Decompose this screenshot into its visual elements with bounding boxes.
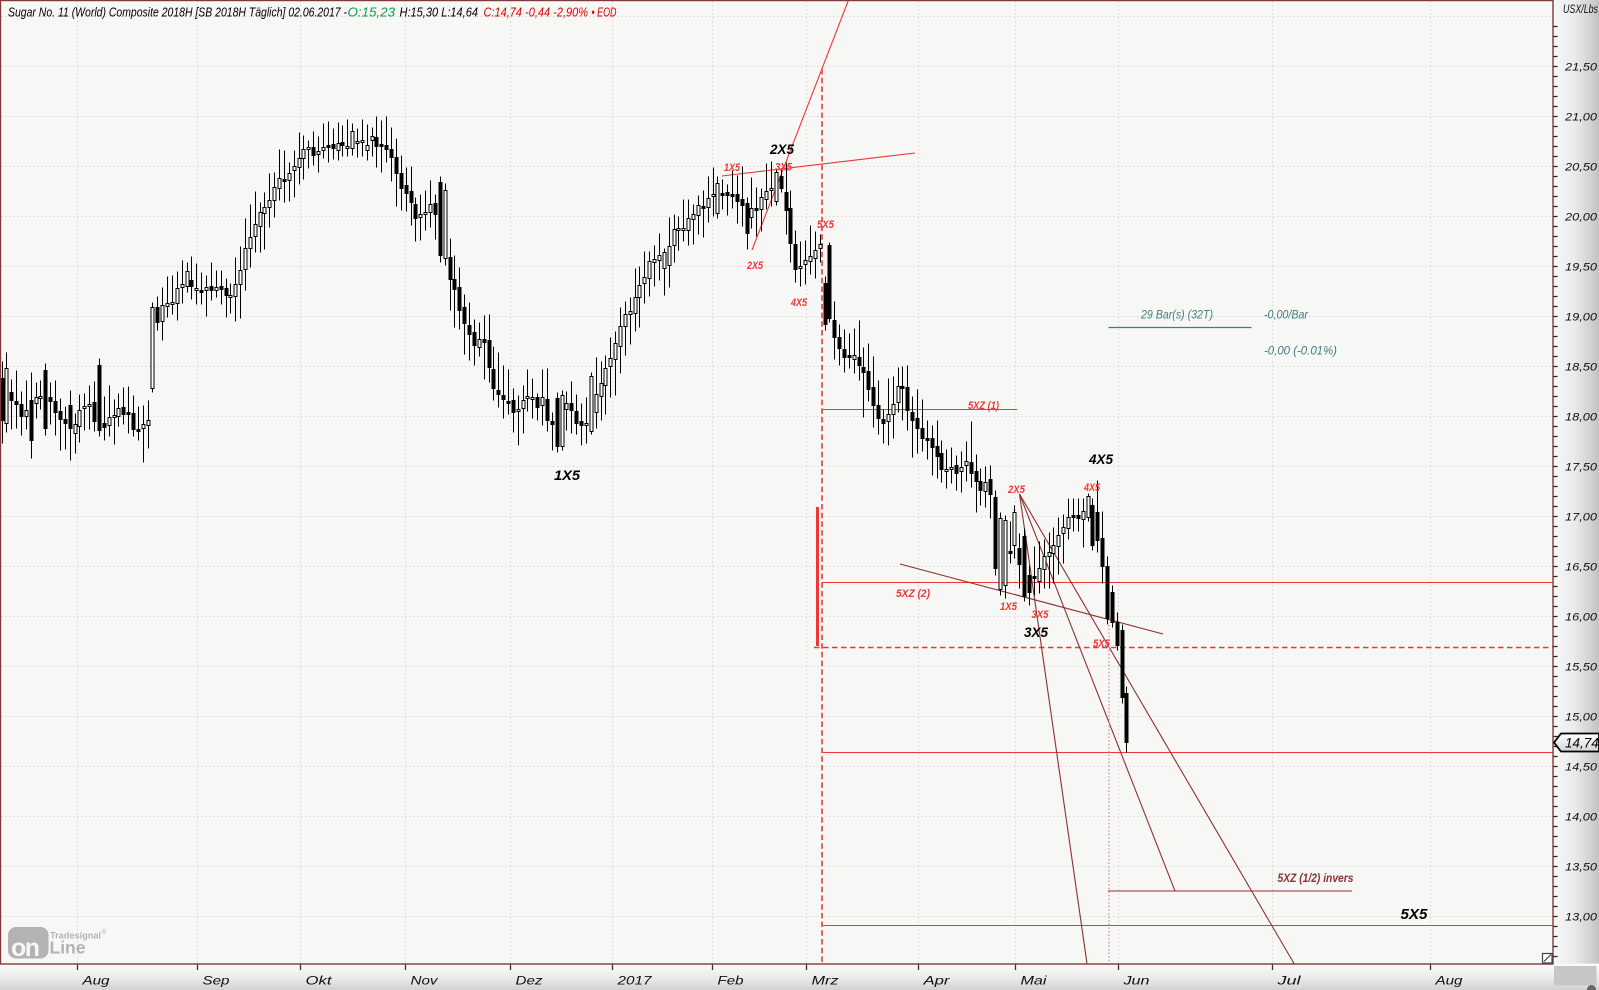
svg-text:1X5: 1X5: [724, 162, 741, 174]
svg-text:2X5: 2X5: [769, 142, 794, 157]
svg-text:2X5: 2X5: [1007, 484, 1026, 496]
svg-text:14,50: 14,50: [1565, 762, 1598, 774]
svg-text:14,74: 14,74: [1565, 736, 1599, 751]
svg-text:14,00: 14,00: [1565, 812, 1598, 824]
svg-text:Apr: Apr: [922, 974, 951, 988]
svg-text:-0,00/Bar: -0,00/Bar: [1264, 308, 1309, 322]
svg-text:1X5: 1X5: [554, 468, 581, 483]
svg-text:5XZ (1): 5XZ (1): [968, 400, 999, 412]
svg-text:3X5: 3X5: [1032, 609, 1050, 621]
svg-text:18,00: 18,00: [1565, 412, 1598, 424]
svg-text:13,00: 13,00: [1565, 912, 1598, 924]
svg-text:Nov: Nov: [411, 974, 439, 988]
svg-text:Jul: Jul: [1276, 974, 1302, 988]
svg-text:3X5: 3X5: [775, 162, 793, 174]
svg-text:Tradesignal: Tradesignal: [50, 931, 101, 942]
svg-text:21,50: 21,50: [1564, 62, 1598, 74]
svg-text:Jun: Jun: [1122, 974, 1150, 988]
svg-text:Sugar No. 11 (World) Composite: Sugar No. 11 (World) Composite 2018H [SB…: [8, 5, 348, 20]
svg-text:13,50: 13,50: [1565, 862, 1598, 874]
svg-text:Aug: Aug: [1434, 974, 1462, 988]
svg-text:®: ®: [102, 928, 107, 936]
svg-text:5XZ (1/2) invers: 5XZ (1/2) invers: [1278, 873, 1354, 885]
svg-text:Okt: Okt: [306, 974, 333, 988]
svg-text:19,00: 19,00: [1565, 312, 1598, 324]
svg-text:20,50: 20,50: [1564, 162, 1598, 174]
svg-text:16,00: 16,00: [1565, 612, 1598, 624]
svg-text:Mrz: Mrz: [812, 974, 839, 988]
svg-text:5X5: 5X5: [1093, 638, 1111, 650]
svg-text:USX/Lbs: USX/Lbs: [1563, 4, 1598, 16]
svg-text:5XZ (2): 5XZ (2): [896, 588, 930, 600]
svg-text:18,50: 18,50: [1565, 362, 1598, 374]
svg-text:21,00: 21,00: [1564, 112, 1598, 124]
svg-text:2X5: 2X5: [746, 260, 764, 272]
svg-text:29 Bar(s) (32T): 29 Bar(s) (32T): [1140, 308, 1213, 322]
svg-text:Line: Line: [50, 938, 86, 958]
svg-text:4X5: 4X5: [790, 297, 808, 309]
svg-text:16,50: 16,50: [1565, 562, 1598, 574]
svg-text:17,50: 17,50: [1565, 462, 1598, 474]
svg-text:Mai: Mai: [1021, 974, 1049, 988]
svg-text:4X5: 4X5: [1088, 452, 1113, 467]
svg-text:Feb: Feb: [718, 974, 744, 988]
svg-text:19,50: 19,50: [1565, 262, 1598, 274]
svg-text:15,00: 15,00: [1565, 712, 1598, 724]
svg-text:• EOD: • EOD: [592, 5, 617, 20]
svg-text:20,00: 20,00: [1564, 212, 1598, 224]
svg-text:-0,00 (-0.01%): -0,00 (-0.01%): [1264, 344, 1337, 358]
svg-text:O:15,23: O:15,23: [348, 5, 396, 20]
svg-text:2017: 2017: [616, 974, 653, 988]
svg-text:5X5: 5X5: [1401, 906, 1429, 923]
svg-text:on: on: [11, 934, 39, 962]
svg-text:Sep: Sep: [203, 974, 230, 988]
svg-text:4X5: 4X5: [1083, 482, 1101, 494]
svg-text:3X5: 3X5: [1024, 625, 1048, 640]
svg-text:Dez: Dez: [516, 974, 543, 988]
svg-text:C:14,74 -0,44 -2,90%: C:14,74 -0,44 -2,90%: [484, 5, 589, 20]
svg-text:Aug: Aug: [81, 974, 109, 988]
svg-text:17,00: 17,00: [1565, 512, 1598, 524]
svg-text:H:15,30 L:14,64: H:15,30 L:14,64: [400, 5, 479, 20]
svg-text:5X5: 5X5: [817, 219, 835, 231]
svg-text:15,50: 15,50: [1565, 662, 1598, 674]
svg-text:1X5: 1X5: [1000, 601, 1018, 613]
